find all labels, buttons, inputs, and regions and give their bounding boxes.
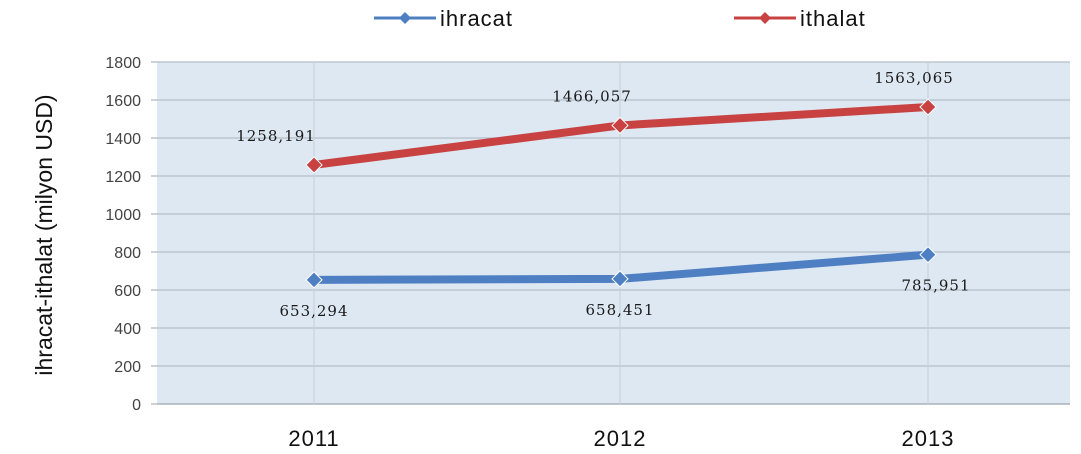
data-point-ithalat xyxy=(919,98,937,116)
legend-label-ihracat: ihracat xyxy=(440,6,513,31)
data-label-ithalat: 1563,065 xyxy=(874,69,954,87)
plot-area xyxy=(157,62,1070,404)
series-layer xyxy=(305,98,937,289)
y-tick-label: 0 xyxy=(132,397,141,414)
y-axis: 0 200 400 600 800 1000 1200 1400 1600 1800 xyxy=(105,55,157,414)
y-tick-label: 600 xyxy=(114,283,141,300)
data-label-ihracat: 785,951 xyxy=(901,277,970,295)
data-label-ihracat: 658,451 xyxy=(585,301,654,319)
legend: ihracat ithalat xyxy=(374,6,866,31)
data-point-ihracat xyxy=(919,245,937,264)
data-point-ithalat xyxy=(611,116,629,135)
legend-marker-ihracat xyxy=(399,12,411,24)
y-tick-label: 800 xyxy=(114,245,141,262)
y-tick-label: 1400 xyxy=(105,131,141,148)
y-tick-label: 1600 xyxy=(105,93,141,110)
data-label-ithalat: 1258,191 xyxy=(236,127,316,145)
y-tick-label: 400 xyxy=(114,321,141,338)
data-label-ihracat: 653,294 xyxy=(279,302,348,320)
y-tick-label: 1000 xyxy=(105,207,141,224)
data-point-ihracat xyxy=(611,270,629,288)
y-tick-label: 1200 xyxy=(105,169,141,186)
legend-label-ithalat: ithalat xyxy=(800,6,866,31)
data-labels: 653,294 658,451 785,951 1258,191 1466,057 156… xyxy=(236,69,970,320)
data-label-ithalat: 1466,057 xyxy=(552,87,632,105)
x-axis: 2011 2012 2013 xyxy=(288,426,955,451)
x-tick-label: 2011 xyxy=(288,426,339,451)
legend-marker-ithalat xyxy=(759,12,771,24)
x-tick-label: 2013 xyxy=(902,426,955,451)
data-point-ihracat xyxy=(305,271,323,289)
y-axis-title: ihracat-ithalat (milyon USD) xyxy=(31,94,57,375)
x-tick-label: 2012 xyxy=(594,426,647,451)
y-tick-label: 1800 xyxy=(105,55,141,72)
y-tick-label: 200 xyxy=(114,359,141,376)
data-point-ithalat xyxy=(305,156,323,174)
